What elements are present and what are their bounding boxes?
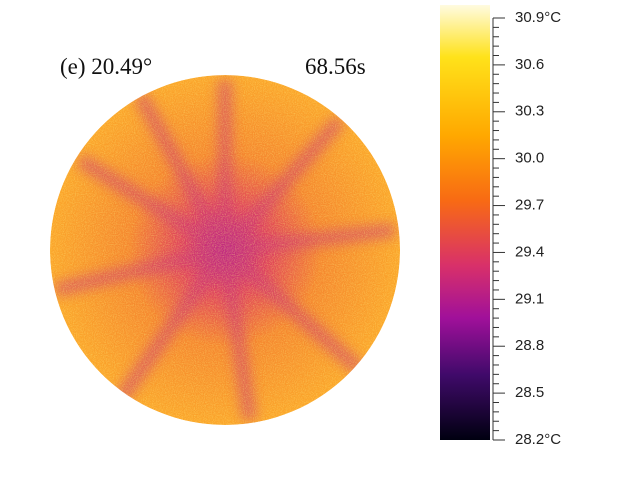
tick-label: 29.1 [515,290,544,307]
tick-label: 30.0 [515,150,544,167]
tick-label: 28.5 [515,384,544,401]
panel-label: (e) 20.49° [60,54,152,79]
thermal-disk [50,75,400,425]
colorbar [440,5,490,440]
tick-label: 29.7 [515,197,544,214]
tick-label: 29.4 [515,243,544,260]
tick-label: 30.3 [515,103,544,120]
tick-label: 30.6 [515,56,544,73]
time-label: 68.56s [305,54,366,79]
tick-label: 28.2°C [515,431,561,448]
tick-label: 28.8 [515,337,544,354]
tick-label: 30.9°C [515,9,561,26]
